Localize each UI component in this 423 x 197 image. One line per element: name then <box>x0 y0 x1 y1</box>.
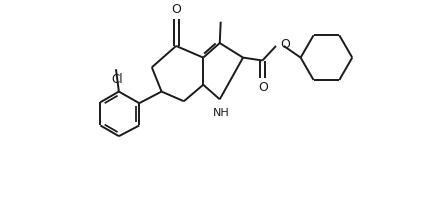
Text: Cl: Cl <box>111 73 123 86</box>
Text: NH: NH <box>213 108 230 118</box>
Text: O: O <box>258 81 268 94</box>
Text: O: O <box>280 37 290 50</box>
Text: O: O <box>171 3 181 16</box>
